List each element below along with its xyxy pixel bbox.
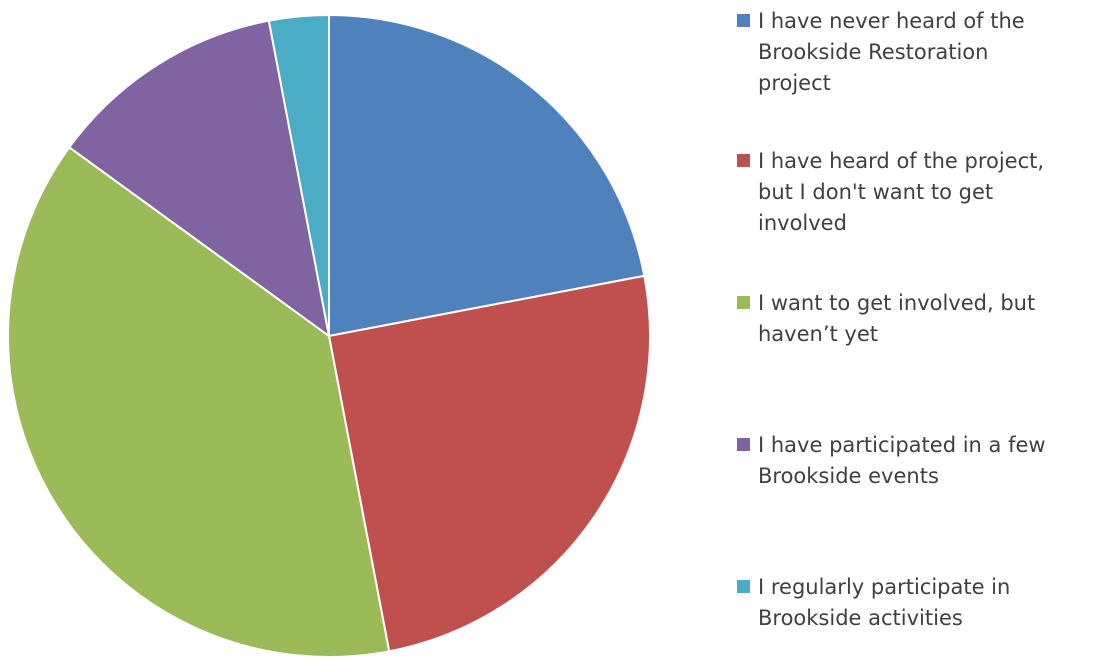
legend-swatch <box>737 296 750 309</box>
legend-label: I regularly participate in Brookside act… <box>758 575 1011 630</box>
pie-slice-4 <box>68 19 330 337</box>
pie-slice-3 <box>7 146 391 658</box>
pie-plot-area <box>7 14 651 658</box>
legend-label: I have participated in a few Brookside e… <box>758 433 1046 488</box>
legend-item: I have participated in a few Brookside e… <box>737 430 1097 492</box>
pie-slice-2 <box>328 274 651 653</box>
legend-label: I have heard of the project, but I don't… <box>758 149 1045 235</box>
legend: I have never heard of the Brookside Rest… <box>737 6 1097 656</box>
legend-swatch <box>737 14 750 27</box>
legend-swatch <box>737 580 750 593</box>
legend-swatch <box>737 154 750 167</box>
legend-label: I want to get involved, but haven’t yet <box>758 291 1036 346</box>
legend-item: I want to get involved, but haven’t yet <box>737 288 1097 350</box>
legend-item: I have heard of the project, but I don't… <box>737 146 1097 239</box>
legend-item: I regularly participate in Brookside act… <box>737 572 1097 634</box>
pie-slice-5 <box>267 14 330 337</box>
legend-item: I have never heard of the Brookside Rest… <box>737 6 1097 99</box>
legend-swatch <box>737 438 750 451</box>
pie-slice-1 <box>328 14 646 337</box>
legend-label: I have never heard of the Brookside Rest… <box>758 9 1025 95</box>
